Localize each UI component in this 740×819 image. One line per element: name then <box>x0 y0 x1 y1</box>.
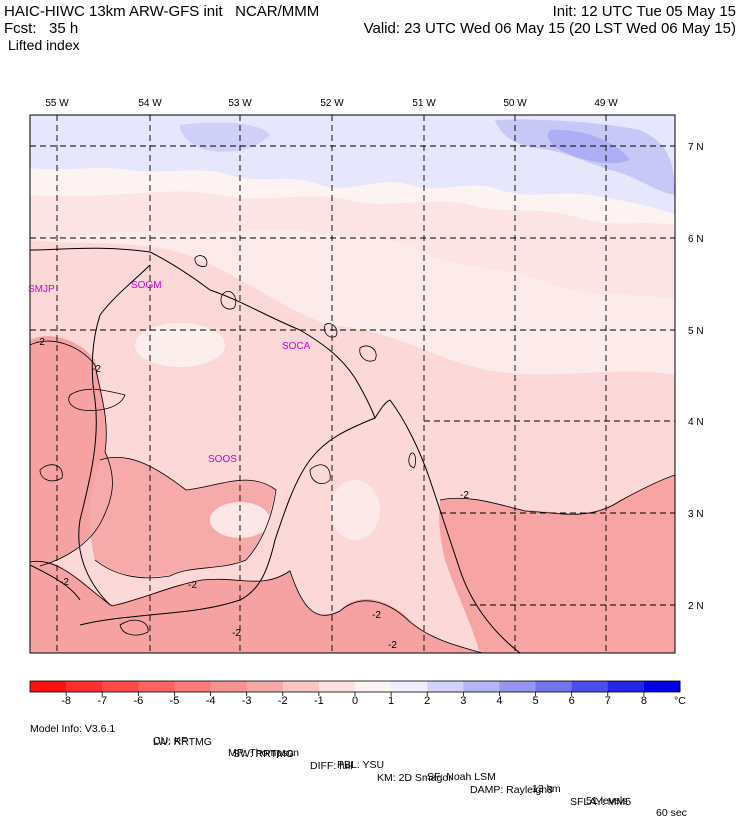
colorbar-swatch <box>246 681 284 692</box>
lon-label: 49 W <box>594 98 618 109</box>
longwave-scheme: LW: RRTMG <box>153 736 212 748</box>
forecast-label: Fcst: <box>4 20 37 37</box>
colorbar-swatch <box>463 681 500 692</box>
weather-map: 55 W 54 W 53 W 52 W 51 W 50 W 49 W 7 N 6… <box>28 98 704 707</box>
field-fill-near-zero-patch <box>330 480 380 540</box>
lon-label: 55 W <box>45 98 69 109</box>
colorbar-swatch <box>174 681 212 692</box>
map-frame <box>29 114 676 654</box>
colorbar-swatch <box>66 681 103 692</box>
lat-label: 4 N <box>688 417 704 428</box>
station-label: SOGM <box>131 280 162 291</box>
colorbar-tick-label: 0 <box>352 695 358 707</box>
field-fill-positive-2b <box>180 122 270 152</box>
field-fill-near-zero-patch <box>135 323 225 367</box>
lat-label: 2 N <box>688 601 704 612</box>
coastline-and-borders <box>30 247 521 653</box>
colorbar-swatch <box>102 681 139 692</box>
colorbar-swatch <box>607 681 645 692</box>
field-name: Lifted index <box>8 37 80 53</box>
contour-label: -2 <box>36 337 45 348</box>
colorbar-swatch <box>535 681 573 692</box>
contour-label: -2 <box>60 577 69 588</box>
lon-label: 52 W <box>320 98 344 109</box>
contour-label: -2 <box>92 364 101 375</box>
colorbar-tick-label: 2 <box>424 695 430 707</box>
contour-label: -2 <box>388 640 397 651</box>
contour-label: -2 <box>372 610 381 621</box>
lon-label: 54 W <box>138 98 162 109</box>
valid-time: Valid: 23 UTC Wed 06 May 15 (20 LST Wed … <box>363 20 736 37</box>
colorbar-tick-label: 1 <box>388 695 394 707</box>
contour-lines <box>30 255 675 653</box>
contour-label: -2 <box>232 628 241 639</box>
colorbar-swatch <box>210 681 248 692</box>
colorbar-tick-label: -5 <box>170 695 180 707</box>
graticule <box>30 115 675 653</box>
colorbar-swatch <box>571 681 609 692</box>
colorbar-tick-label: -3 <box>242 695 252 707</box>
lifted-index-field <box>30 115 675 653</box>
colorbar-tick-label: -2 <box>278 695 288 707</box>
field-fill-minus-2-inland <box>89 457 275 577</box>
station-label: SMJP <box>28 284 55 295</box>
station-label: SOCA <box>282 341 311 352</box>
colorbar-tick-label: 7 <box>605 695 611 707</box>
colorbar-tick-label: 5 <box>532 695 538 707</box>
forecast-hour: Fcst: 35 h <box>4 20 78 37</box>
lon-label: 50 W <box>503 98 527 109</box>
map-title: HAIC-HIWC 13km ARW-GFS init NCAR/MMM <box>4 3 320 20</box>
colorbar-swatch <box>138 681 175 692</box>
lon-label: 51 W <box>412 98 436 109</box>
lat-label: 7 N <box>688 142 704 153</box>
colorbar-swatch <box>355 681 392 692</box>
field-fill-positive-3 <box>547 129 630 164</box>
contour-labels: -2 -2 -2 -2 -2 -2 -2 -2 <box>36 337 469 651</box>
surface-layer-option: SFLAY: MM5 <box>570 796 632 808</box>
timestep: 60 sec <box>656 807 687 819</box>
km-option: KM: 2D Smagor <box>377 772 452 784</box>
lon-label: 53 W <box>228 98 252 109</box>
colorbar-tick-label: 4 <box>496 695 502 707</box>
colorbar-unit: °C <box>674 695 686 707</box>
colorbar-tick-label: 6 <box>569 695 575 707</box>
colorbar-tick-label: 8 <box>641 695 647 707</box>
colorbar-tick-label: 3 <box>460 695 466 707</box>
colorbar-swatch <box>30 681 67 692</box>
colorbar: -8 -7 -6 -5 -4 -3 -2 -1 0 1 2 3 4 5 6 7 8 <box>29 680 681 707</box>
forecast-value: 35 h <box>49 20 79 37</box>
longitude-labels: 55 W 54 W 53 W 52 W 51 W 50 W 49 W <box>45 98 618 109</box>
colorbar-tick-label: -4 <box>206 695 216 707</box>
colorbar-swatch <box>318 681 356 692</box>
lat-label: 6 N <box>688 234 704 245</box>
diffusion-option: DIFF: full <box>310 760 353 772</box>
damping-option: DAMP: Rayleigh3 <box>470 784 553 796</box>
contour-label: -2 <box>460 490 469 501</box>
latitude-labels: 7 N 6 N 5 N 4 N 3 N 2 N <box>688 142 704 612</box>
model-info-line-2: LW: RRTMG SW: RRTMG DIFF: full KM: 2D Sm… <box>30 724 631 808</box>
colorbar-tick-label: -6 <box>133 695 143 707</box>
colorbar-swatch <box>282 681 320 692</box>
field-fill-minus-2-southeast <box>439 475 675 653</box>
colorbar-tick-label: -1 <box>314 695 324 707</box>
station-labels: SMJP SOGM SOCA SOOS <box>28 280 311 465</box>
colorbar-swatch <box>499 681 537 692</box>
station-label: SOOS <box>208 454 237 465</box>
colorbar-tick-label: -8 <box>61 695 71 707</box>
colorbar-swatch <box>391 681 428 692</box>
field-fill-minus-2-south <box>30 559 480 653</box>
contour-label: -2 <box>188 580 197 591</box>
model-version: Model Info: V3.6.1 <box>30 723 116 735</box>
colorbar-swatch <box>427 681 464 692</box>
lat-label: 5 N <box>688 326 704 337</box>
shortwave-scheme: SW: RRTMG <box>233 748 294 760</box>
colorbar-swatch <box>643 681 681 692</box>
colorbar-tick-label: -7 <box>97 695 107 707</box>
lat-label: 3 N <box>688 509 704 520</box>
init-time: Init: 12 UTC Tue 05 May 15 <box>552 3 736 20</box>
